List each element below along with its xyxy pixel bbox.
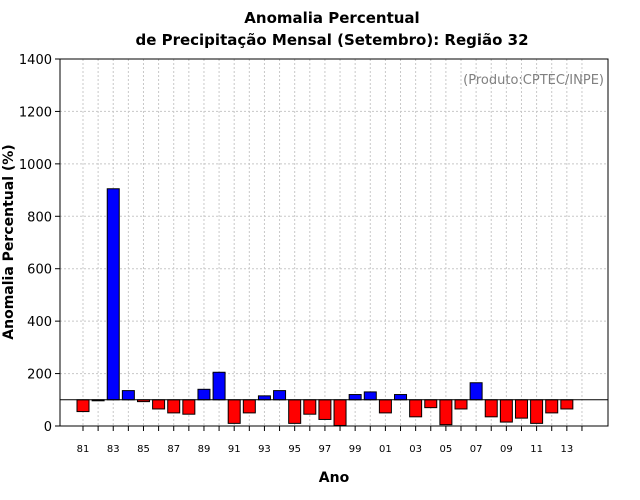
- bar-95: [288, 399, 302, 424]
- x-tick-label: 09: [500, 444, 513, 455]
- bar-97: [318, 399, 332, 420]
- y-tick-label: 400: [27, 315, 52, 330]
- bar-81: [76, 399, 90, 413]
- source-annotation: (Produto:CPTEC/INPE): [463, 73, 604, 88]
- bar-10: [514, 399, 528, 419]
- bar-86: [152, 399, 166, 410]
- x-tick-label: 83: [107, 444, 120, 455]
- y-tick-label: 1200: [19, 105, 52, 120]
- y-tick-label: 1000: [19, 158, 52, 173]
- x-tick-label: 87: [167, 444, 180, 455]
- y-axis-label: Anomalia Percentual (%): [1, 144, 17, 339]
- chart-title-line2: de Precipitação Mensal (Setembro): Regiã…: [135, 31, 528, 49]
- bar-91: [227, 399, 241, 424]
- x-tick-label: 85: [137, 444, 150, 455]
- x-tick-label: 03: [409, 444, 422, 455]
- y-axis-ticks: 0 200 400 600 800 1000 1200 1400: [19, 53, 60, 435]
- bar-92: [242, 399, 256, 414]
- bar-12: [545, 399, 559, 414]
- bar-99: [348, 394, 362, 401]
- y-tick-label: 1400: [19, 53, 52, 68]
- bar-00: [363, 391, 377, 401]
- y-tick-label: 600: [27, 263, 52, 278]
- bar-83: [106, 188, 120, 401]
- bar-13: [560, 399, 574, 410]
- bar-09: [499, 399, 513, 423]
- bar-02: [394, 394, 408, 401]
- bar-98: [333, 399, 347, 426]
- bar-06: [454, 399, 468, 410]
- x-tick-label: 81: [77, 444, 90, 455]
- bar-88: [182, 399, 196, 415]
- x-axis-ticks: 81 83 85 87 89 91 93 95 97 99 01 03 05 07 09 11 13: [77, 426, 583, 455]
- y-tick-label: 0: [44, 420, 52, 435]
- bar-01: [378, 399, 392, 414]
- bar-05: [439, 399, 453, 426]
- bar-04: [424, 399, 438, 409]
- grid-lines: [60, 59, 608, 426]
- chart-title-line1: Anomalia Percentual: [244, 9, 419, 27]
- y-tick-label: 200: [27, 368, 52, 383]
- x-tick-label: 93: [258, 444, 271, 455]
- bar-90: [212, 371, 226, 401]
- x-tick-label: 91: [228, 444, 241, 455]
- x-tick-label: 13: [560, 444, 573, 455]
- bar-89: [197, 388, 211, 401]
- bar-94: [273, 390, 287, 401]
- plot-frame: [59, 58, 609, 427]
- bar-87: [167, 399, 181, 414]
- y-tick-label: 800: [27, 210, 52, 225]
- bar-93: [257, 395, 271, 401]
- x-tick-label: 89: [198, 444, 211, 455]
- x-tick-label: 07: [470, 444, 483, 455]
- bar-84: [121, 390, 135, 401]
- x-tick-label: 97: [319, 444, 332, 455]
- x-tick-label: 01: [379, 444, 392, 455]
- x-tick-label: 11: [530, 444, 543, 455]
- x-tick-label: 05: [440, 444, 453, 455]
- x-tick-label: 95: [288, 444, 301, 455]
- bar-08: [484, 399, 498, 418]
- bars: [76, 188, 574, 426]
- bar-03: [409, 399, 423, 418]
- x-axis-label: Ano: [319, 470, 350, 486]
- x-tick-label: 99: [349, 444, 362, 455]
- bar-96: [303, 399, 317, 415]
- bar-11: [530, 399, 544, 424]
- bar-07: [469, 382, 483, 401]
